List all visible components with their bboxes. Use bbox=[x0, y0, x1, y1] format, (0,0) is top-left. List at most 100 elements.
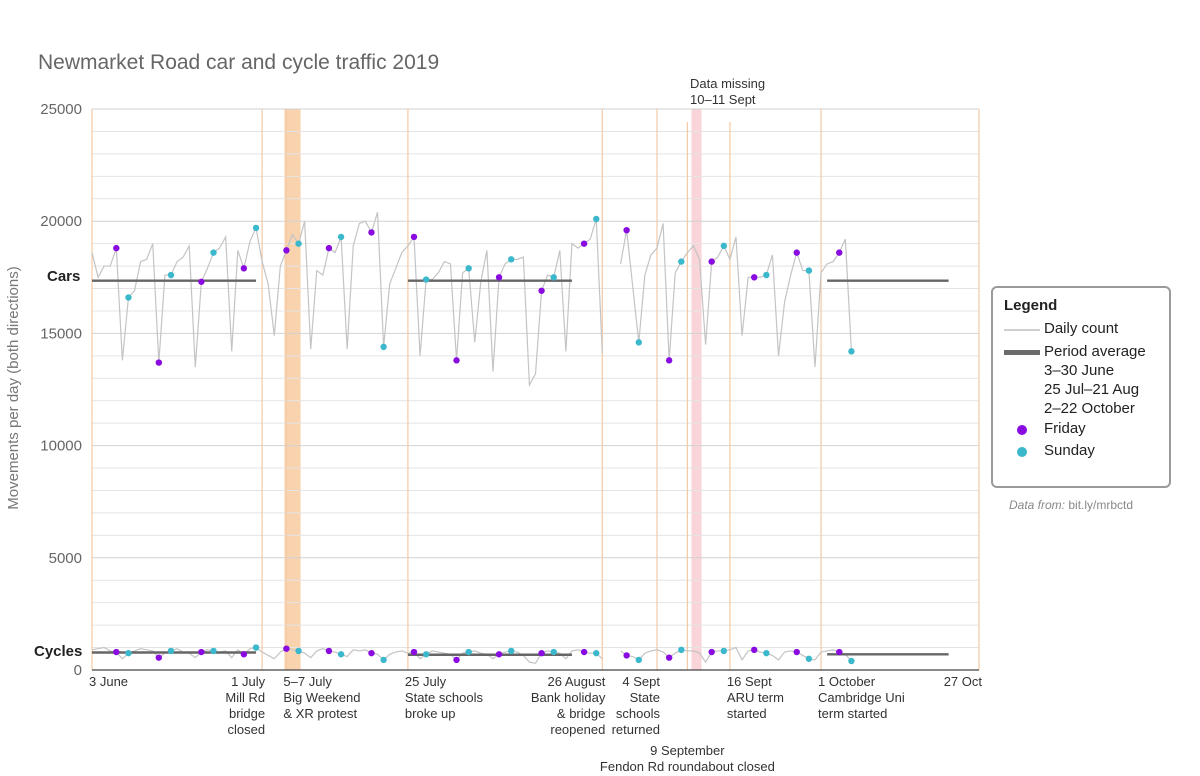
cycles-friday-point bbox=[410, 648, 418, 656]
cars-friday-point bbox=[623, 226, 630, 234]
daily-line-swatch bbox=[1004, 320, 1044, 340]
cycles-sunday-point bbox=[125, 649, 132, 657]
data-source: Data from: bit.ly/mrbctd bbox=[1009, 498, 1133, 512]
cycles-sunday-point bbox=[507, 647, 515, 655]
legend-average-period-1: 3–30 June bbox=[1044, 362, 1115, 379]
y-tick-label: 0 bbox=[74, 662, 82, 679]
cycles-sunday-point bbox=[805, 655, 813, 662]
y-axis: 0 5000 10000 15000 20000 25000 bbox=[40, 101, 979, 679]
cycles-sunday-point bbox=[763, 649, 770, 657]
cars-sunday-point bbox=[465, 265, 472, 272]
cars-friday-point bbox=[240, 265, 248, 272]
cars-friday-point bbox=[113, 244, 120, 252]
cycles-friday-point bbox=[325, 647, 333, 655]
event-label: Bank holiday bbox=[531, 690, 606, 705]
cars-sunday-point bbox=[422, 276, 430, 283]
legend-average-period-3: 2–22 October bbox=[1044, 400, 1135, 417]
cars-sunday-point bbox=[380, 343, 387, 351]
cars-friday-point bbox=[538, 287, 545, 294]
cycles-friday-point bbox=[751, 646, 758, 654]
x-tick-label: 4 Sept bbox=[622, 674, 660, 689]
y-tick-label: 10000 bbox=[40, 438, 82, 455]
y-tick-label: 15000 bbox=[40, 325, 82, 342]
cars-sunday-point bbox=[125, 294, 132, 301]
event-label: broke up bbox=[405, 706, 456, 721]
cycles-sunday-point bbox=[593, 649, 600, 657]
legend-label-daily: Daily count bbox=[1044, 320, 1119, 337]
cycles-sunday-point bbox=[210, 647, 217, 655]
cycles-daily-line bbox=[91, 646, 603, 664]
cycles-sunday-point bbox=[167, 647, 175, 655]
x-axis: 3 June 1 July 5–7 July 25 July 26 August 4 Se… bbox=[89, 674, 982, 689]
cars-sunday-point bbox=[805, 267, 813, 274]
cycles-sunday-point bbox=[337, 651, 345, 658]
cycles-sunday-point bbox=[848, 657, 855, 665]
source-prefix: Data from: bbox=[1009, 498, 1066, 512]
friday-dot-swatch bbox=[1004, 420, 1044, 440]
cycles-sunday-point bbox=[252, 644, 260, 651]
event-label: schools bbox=[616, 706, 661, 721]
cars-sunday-point bbox=[720, 242, 728, 250]
cars-friday-point bbox=[155, 359, 163, 366]
legend-item-average: Period average 3–30 June 25 Jul–21 Aug 2… bbox=[1004, 342, 1159, 418]
event-label: Mill Rd bbox=[225, 690, 265, 705]
cars-sunday-point bbox=[635, 339, 642, 346]
cars-sunday-point bbox=[167, 271, 175, 279]
cars-friday-point bbox=[198, 278, 205, 285]
cycles-daily-line bbox=[620, 646, 852, 664]
cycles-friday-point bbox=[283, 645, 290, 652]
x-tick-label: 1 July bbox=[231, 674, 265, 689]
legend-item-daily: Daily count bbox=[1004, 320, 1159, 340]
cycles-friday-point bbox=[453, 656, 460, 664]
cars-friday-point bbox=[751, 274, 758, 281]
cars-sunday-point bbox=[337, 233, 345, 241]
data-missing-note: 10–11 Sept bbox=[690, 92, 756, 107]
series-label-cycles: Cycles bbox=[34, 643, 82, 660]
data-missing-note: Data missing bbox=[690, 76, 765, 91]
legend-item-friday: Friday bbox=[1004, 420, 1159, 440]
x-tick-label: 26 August bbox=[548, 674, 606, 689]
source-link[interactable]: bit.ly/mrbctd bbox=[1068, 498, 1134, 512]
cars-sunday-point bbox=[252, 224, 260, 232]
cycles-friday-point bbox=[708, 648, 715, 656]
event-label: started bbox=[727, 706, 767, 721]
shaded-period-2 bbox=[691, 109, 702, 670]
cycles-friday-point bbox=[155, 654, 163, 661]
cars-sunday-point bbox=[295, 240, 302, 247]
y-tick-label: 25000 bbox=[40, 101, 82, 118]
cars-friday-point bbox=[793, 249, 800, 256]
cars-sunday-point bbox=[507, 256, 515, 263]
event-label: Cambridge Uni bbox=[818, 690, 905, 705]
cycles-sunday-point bbox=[720, 647, 728, 655]
cars-friday-point bbox=[495, 274, 503, 281]
cycles-friday-point bbox=[665, 654, 673, 661]
cars-friday-point bbox=[283, 247, 290, 254]
cars-friday-point bbox=[453, 357, 460, 364]
shaded-periods bbox=[284, 109, 702, 670]
cycles-friday-point bbox=[793, 648, 800, 656]
series-label-cars: Cars bbox=[47, 268, 80, 285]
legend-label-average: Period average bbox=[1044, 343, 1146, 360]
cycles-friday-point bbox=[240, 651, 248, 658]
cycles-sunday-point bbox=[422, 651, 430, 658]
event-label: State schools bbox=[405, 690, 484, 705]
y-tick-label: 20000 bbox=[40, 213, 82, 230]
x-tick-label: 25 July bbox=[405, 674, 447, 689]
legend-average-period-2: 25 Jul–21 Aug bbox=[1044, 381, 1140, 398]
y-tick-label: 5000 bbox=[49, 550, 82, 567]
event-label: Fendon Rd roundabout closed bbox=[600, 759, 775, 774]
event-label: 9 September bbox=[650, 743, 725, 758]
cars-sunday-point bbox=[763, 271, 770, 279]
cycles-friday-point bbox=[198, 648, 205, 656]
event-label: ARU term bbox=[727, 690, 784, 705]
event-label: returned bbox=[612, 722, 660, 737]
cycles-sunday-point bbox=[678, 646, 685, 654]
event-label: bridge bbox=[229, 706, 265, 721]
event-label: State bbox=[630, 690, 660, 705]
legend-label-sunday: Sunday bbox=[1044, 442, 1095, 459]
cars-daily-line bbox=[91, 212, 603, 388]
legend-title: Legend bbox=[1004, 297, 1058, 314]
cars-friday-point bbox=[665, 357, 673, 364]
cars-friday-point bbox=[580, 240, 588, 247]
